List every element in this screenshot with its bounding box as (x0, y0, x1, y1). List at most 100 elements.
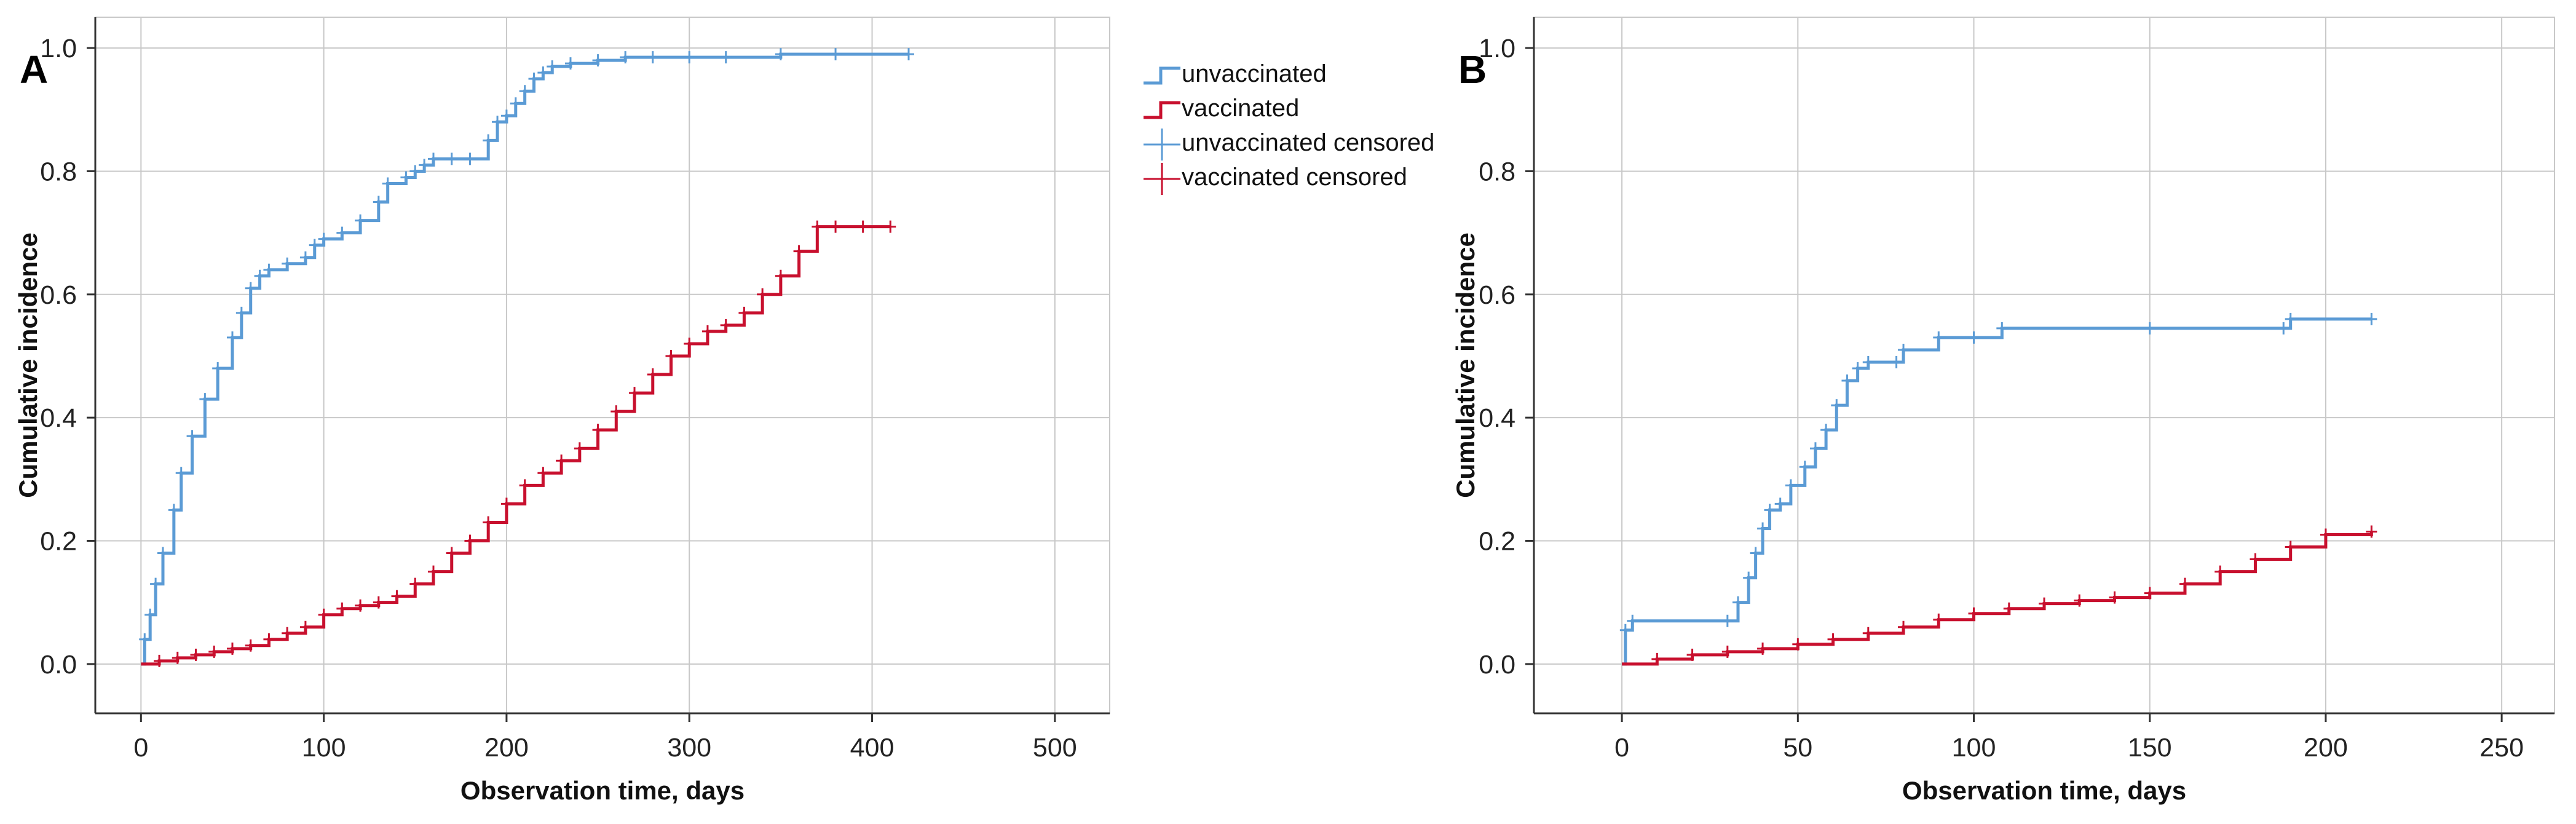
legend-swatch-censor (1144, 163, 1180, 195)
censor-mark (1774, 497, 1786, 510)
censor-mark (757, 288, 768, 301)
censor-mark (492, 116, 504, 129)
censor-mark (373, 596, 384, 609)
censor-mark (2285, 541, 2296, 553)
censor-mark (2366, 312, 2377, 325)
y-tick-label: 0.0 (1479, 650, 1515, 679)
y-tick-label: 0.8 (40, 157, 77, 186)
censor-mark (684, 51, 695, 64)
censor-mark (592, 424, 604, 437)
censor-mark (812, 220, 823, 233)
x-tick-label: 100 (302, 733, 346, 763)
censor-mark (172, 651, 183, 664)
censor-mark (1898, 620, 1910, 633)
y-tick-label: 0.6 (1479, 280, 1515, 310)
legend: unvaccinated vaccinated unvaccinated censo… (1144, 60, 1434, 195)
legend-swatch-step (1144, 66, 1180, 85)
censor-mark (212, 362, 224, 375)
censor-mark (144, 608, 156, 621)
x-tick-label: 200 (484, 733, 529, 763)
censor-mark (537, 66, 549, 79)
y-tick-label: 0.6 (40, 280, 77, 310)
censor-mark (500, 109, 512, 122)
censor-mark (263, 633, 275, 646)
censor-mark (720, 319, 732, 331)
censor-mark (235, 306, 247, 319)
censor-mark (519, 479, 531, 492)
censor-mark (1732, 596, 1744, 609)
censor-mark (1686, 648, 1698, 661)
x-tick-label: 150 (2128, 733, 2172, 763)
censor-mark (2144, 587, 2155, 600)
censor-mark (1933, 331, 1945, 344)
censor-mark (720, 51, 732, 64)
censor-mark (592, 54, 604, 67)
panel-b: 0 50 100 150 200 250 0.0 0.2 0.4 0.6 0.8 1.0 Observa… (1451, 17, 2555, 805)
legend-item-vaccinated-censored: vaccinated censored (1144, 163, 1407, 195)
censor-mark (373, 196, 384, 208)
x-tick-label: 250 (2479, 733, 2524, 763)
censor-mark (620, 51, 631, 64)
x-tick-label: 50 (1783, 733, 1812, 763)
censor-mark (382, 177, 393, 190)
censor-mark (428, 565, 439, 578)
censor-mark (885, 220, 896, 233)
y-tick-label: 0.0 (40, 650, 77, 679)
censor-mark (409, 165, 421, 178)
x-tick-label: 400 (850, 733, 895, 763)
series-line-unvaccinated (141, 52, 909, 666)
censor-mark (1627, 614, 1638, 627)
censor-mark (647, 368, 658, 381)
censor-mark (336, 602, 348, 615)
censor-mark (483, 516, 494, 529)
censor-mark (318, 232, 330, 245)
x-tick-label: 200 (2304, 733, 2348, 763)
censor-mark (1619, 624, 1631, 636)
censor-mark (299, 251, 311, 264)
censor-mark (775, 48, 786, 61)
y-tick-label: 0.2 (40, 527, 77, 557)
panel-label: B (1458, 47, 1487, 92)
censor-mark (245, 639, 256, 652)
censor-mark (1750, 547, 1761, 560)
y-tick-label: 0.4 (1479, 403, 1515, 433)
legend-label: unvaccinated censored (1182, 129, 1434, 156)
y-tick-label: 1.0 (1479, 34, 1515, 63)
censor-mark (1841, 374, 1853, 387)
y-tick-label: 0.8 (1479, 157, 1515, 186)
censor-mark (309, 239, 320, 252)
censor-mark (1968, 331, 1980, 344)
censor-mark (610, 405, 622, 418)
y-tick-label: 0.4 (40, 403, 77, 433)
censor-mark (226, 642, 238, 655)
censor-mark (519, 85, 531, 98)
censor-mark (446, 547, 457, 560)
censor-mark (464, 153, 476, 165)
censor-mark (1721, 614, 1733, 627)
censor-mark (1785, 479, 1796, 492)
censor-mark (282, 627, 293, 640)
legend-swatch-censor (1144, 129, 1180, 160)
censor-mark (2285, 312, 2296, 325)
censor-mark (1827, 633, 1839, 646)
censor-mark (1831, 399, 1843, 412)
censor-mark (419, 159, 430, 172)
censor-mark (1764, 504, 1776, 517)
censor-mark (1792, 638, 1804, 651)
censor-mark (355, 599, 366, 612)
censor-mark (1757, 642, 1769, 655)
censor-mark (556, 454, 567, 467)
censor-mark (428, 153, 439, 165)
censor-mark (684, 337, 695, 350)
censor-mark (400, 171, 412, 184)
legend-label: vaccinated (1182, 95, 1299, 122)
censor-mark (199, 393, 211, 406)
y-axis-label: Cumulative incidence (1451, 232, 1480, 498)
y-tick-label: 1.0 (40, 34, 77, 63)
censor-mark (1651, 652, 1663, 665)
censor-mark (738, 306, 750, 319)
censor-mark (139, 633, 151, 646)
legend-label: unvaccinated (1182, 60, 1327, 87)
censor-mark (510, 97, 521, 110)
censor-mark (775, 269, 786, 282)
